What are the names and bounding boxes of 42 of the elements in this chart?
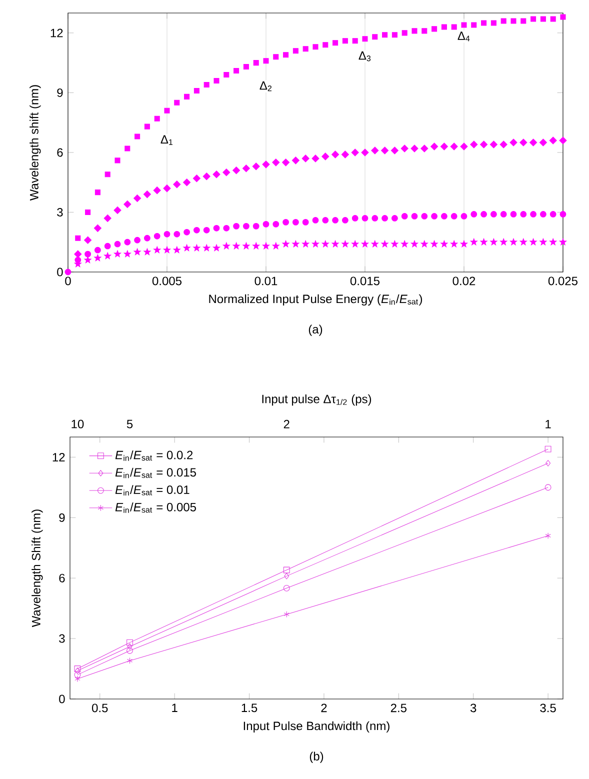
x-tick-label: 3	[470, 704, 476, 712]
y-tick-label: 0	[57, 268, 63, 276]
x-tick-label: 0.015	[350, 276, 380, 286]
legend-label: E$_{in}$/E$_{sat}$ = 0.0.2	[115, 450, 193, 461]
x-tick-label: 3.5	[540, 704, 556, 712]
y-axis-title: Wavelength Shift (nm)	[32, 510, 43, 628]
x-tick-label: 2.5	[390, 704, 406, 712]
annotation: Δ$_{1}$	[160, 135, 173, 145]
text: 5	[126, 420, 133, 428]
y-tick-label: 9	[59, 513, 65, 522]
y-axis-title: Wavelength shift (nm)	[30, 85, 41, 201]
y-tick-label: 0	[59, 694, 65, 704]
x-tick-label: 2	[321, 704, 327, 712]
text: 1	[546, 420, 551, 428]
x-tick-label: 0.025	[548, 276, 578, 286]
y-tick-label: 12	[50, 28, 63, 38]
text: (a)	[308, 324, 322, 336]
annotation: Δ$_{4}$	[458, 32, 470, 42]
x-axis-title: Normalized Input Pulse Energy (E$_{in}$/E$_{sat}$)	[209, 294, 422, 306]
x-tick-label: 1	[172, 704, 178, 712]
annotation: Δ$_{2}$	[260, 81, 272, 92]
text: 2	[284, 420, 290, 428]
legend-label: E$_{in}$/E$_{sat}$ = 0.015	[115, 468, 196, 478]
x2-axis-title: Input pulse Δτ$_{1/2}$ (ps)	[262, 394, 372, 406]
x-tick-label: 0.02	[452, 276, 476, 286]
x-tick-label: 0.01	[254, 276, 278, 286]
y-tick-label: 3	[59, 634, 65, 643]
y-tick-label: 9	[57, 88, 63, 97]
x-axis-title: Input Pulse Bandwidth (nm)	[244, 721, 390, 733]
x-tick-label: 0	[65, 276, 71, 286]
y-tick-label: 3	[57, 208, 63, 216]
x-tick-label: 1.5	[242, 704, 258, 712]
y-tick-label: 6	[57, 148, 63, 157]
text: (b)	[310, 752, 324, 763]
x-tick-label: 0.005	[152, 276, 182, 286]
y-tick-label: 6	[59, 574, 65, 582]
text: 10	[72, 420, 84, 428]
y-tick-label: 12	[52, 452, 65, 462]
legend-label: E$_{in}$/E$_{sat}$ = 0.005	[115, 502, 196, 513]
x-tick-label: 0.5	[92, 704, 108, 712]
annotation: Δ$_{3}$	[358, 51, 371, 62]
legend-label: E$_{in}$/E$_{sat}$ = 0.01	[115, 485, 190, 496]
